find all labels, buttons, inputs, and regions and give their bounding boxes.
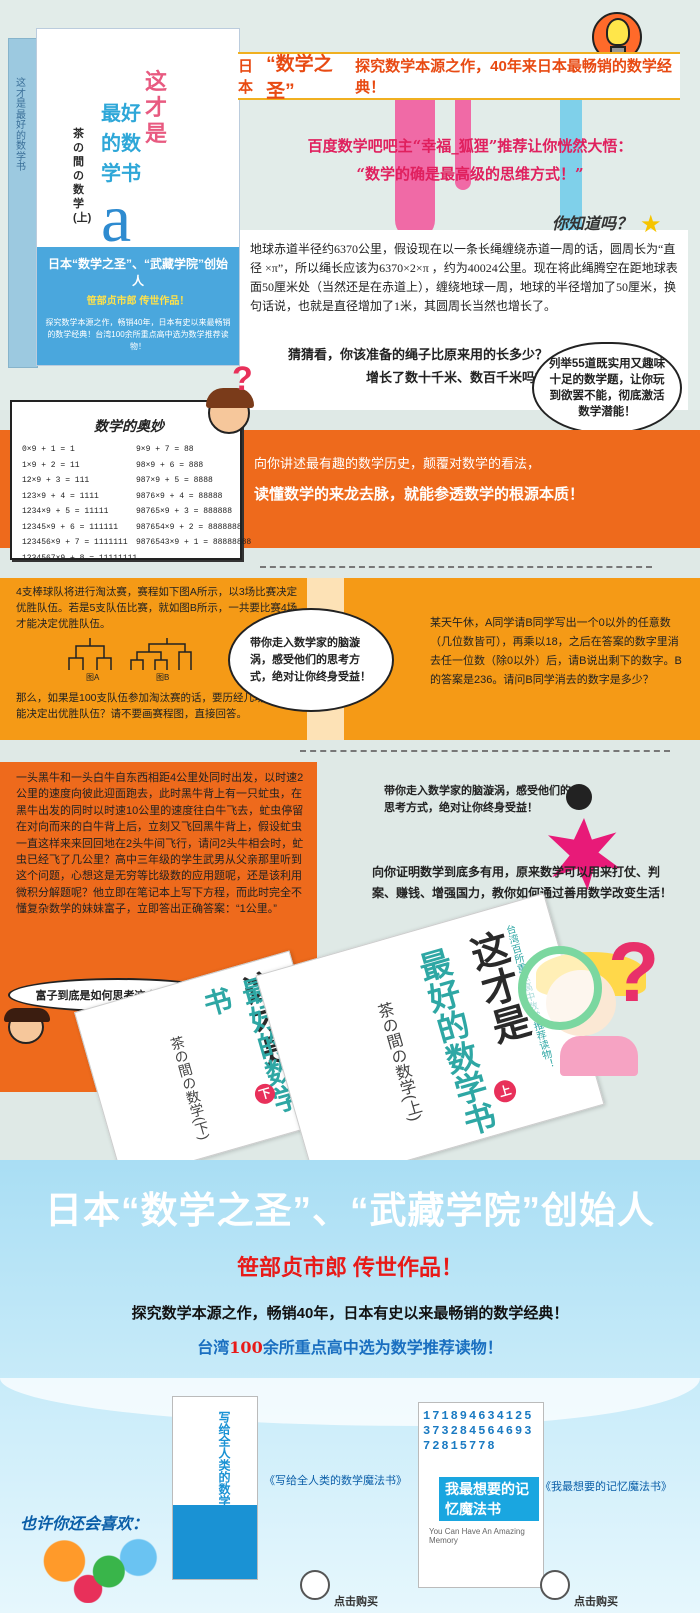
book-letter-a: a <box>101 180 132 256</box>
math-magic-right-column: 9×9 + 7 = 88 98×9 + 6 = 888 987×9 + 5 = … <box>136 445 252 547</box>
recommended-book-2-digits: 17189463412537328456469372815778 <box>423 1409 534 1453</box>
magnifier-icon <box>518 946 602 1030</box>
digit-puzzle-text: 某天午休，A同学请B同学写出一个0以外的任意数（几位数皆可），再乘以18，之后在… <box>430 617 682 686</box>
taiwan-prefix: 台湾 <box>197 1338 230 1357</box>
book-subtitle: 茶の間の数学(上) <box>373 1000 424 1124</box>
taiwan-count: 100 <box>229 1338 263 1357</box>
book-cover-main[interactable]: 这才是最好的数学书 这才是 最好的数学书 茶の間の数学(上) a 日本“数学之圣… <box>8 28 240 368</box>
recommended-book-2-english: You Can Have An Amazing Memory <box>429 1527 525 1545</box>
girl-avatar-icon <box>4 1008 50 1044</box>
book-band-line2: 笹部贞市郎 传世作品！ <box>86 296 190 307</box>
recommended-book-2-link[interactable]: 《我最想要的记忆魔法书》 <box>540 1481 672 1493</box>
book-title-pink: 这才是 <box>145 69 168 146</box>
paint-splash-icon <box>20 1533 168 1603</box>
book-band-line3: 探究数学本源之作，畅销40年，日本有史以来最畅销的数学经典！台湾100余所重点高… <box>45 318 231 351</box>
bomb-icon <box>566 784 592 810</box>
author-name: 笹部贞市郎 传世作品！ <box>236 1255 464 1280</box>
header-ribbon: 日本 “数学之圣” 探究数学本源之作，40年来日本最畅销的数学经典！ <box>238 52 680 102</box>
recommended-book-1-band <box>173 1505 257 1579</box>
bracket-label-b: 图B <box>156 673 170 682</box>
digit-puzzle-panel <box>344 578 700 740</box>
math-magic-left-column: 0×9 + 1 = 1 1×9 + 2 = 11 12×9 + 3 = 111 … <box>22 445 138 563</box>
question-line1: 猜猜看，你该准备的绳子比原来用的长多少？ <box>287 347 548 362</box>
book-band: 日本“数学之圣”、“武藏学院”创始人 笹部贞市郎 传世作品！ 探究数学本源之作，… <box>37 247 239 365</box>
thinking-text: 带你走入数学家的脑漩涡，感受他们的思考方式，绝对让你终身受益！ <box>384 785 571 814</box>
book-subtitle: 茶の間の数学(下) <box>167 1034 213 1142</box>
book-subtitle: 茶の間の数学(上) <box>73 128 92 224</box>
recommended-book-1-link[interactable]: 《写给全人类的数学魔法书》 <box>264 1475 407 1487</box>
boy-avatar-icon <box>206 388 254 434</box>
also-like-heading: 也许你还会喜欢： <box>20 1516 149 1533</box>
math-magic-title: 数学的奥妙 <box>94 418 164 434</box>
girl-dress <box>560 1036 638 1076</box>
cow-fly-problem: 一头黑牛和一头白牛自东西相距4公里处同时出发，以时速2公里的速度向彼此迎面跑去，… <box>16 772 304 916</box>
bracket-diagram-b <box>130 638 192 670</box>
history-line1: 向你讲述最有趣的数学历史，颠覆对数学的看法， <box>254 456 541 471</box>
thought-cloud: 带你走入数学家的脑漩涡，感受他们的思考方式，绝对让你终身受益！ <box>228 608 394 712</box>
ribbon-prefix: 日本 <box>238 58 254 96</box>
dashed-divider <box>300 750 670 752</box>
pointer-hand-icon <box>540 1570 570 1600</box>
slogan-line1: 百度数学吧吧主“幸福_狐狸”推荐让你恍然大悟： <box>307 137 633 155</box>
math-magic-card: 数学的奥妙 0×9 + 1 = 1 1×9 + 2 = 11 12×9 + 3 … <box>10 400 251 563</box>
baseball-problem-top: 4支棒球队将进行淘汰赛，赛程如下图A所示，以3场比赛决定优胜队伍。若是5支队伍比… <box>16 586 298 630</box>
recommended-book-1-cover[interactable]: 写给全人类的数学魔法书 <box>172 1396 258 1580</box>
book-spine: 这才是最好的数学书 <box>8 38 38 368</box>
bracket-diagram-a <box>68 638 112 670</box>
history-line2: 读懂数学的来龙去脉，就能参透数学的根源本质！ <box>254 486 585 503</box>
ribbon-suffix: 探究数学本源之作，40年来日本最畅销的数学经典！ <box>355 58 672 96</box>
did-you-know-text: 地球赤道半径约6370公里，假设现在以一条长绳缠绕赤道一周的话，圆周长为“直径 … <box>250 242 678 313</box>
recommend-slogan: 百度数学吧吧主“幸福_狐狸”推荐让你恍然大悟： “数学的确是最高级的思维方式！” <box>250 132 690 188</box>
did-you-know-question: 猜猜看，你该准备的绳子比原来用的长多少？ 增长了数十千米、数百千米吗？ <box>258 343 548 389</box>
book-band-line1: 日本“数学之圣”、“武藏学院”创始人 <box>47 257 228 288</box>
recommended-book-2-cover[interactable]: 17189463412537328456469372815778 我最想要的记忆… <box>418 1402 544 1588</box>
book-front: 这才是 最好的数学书 茶の間の数学(上) a 日本“数学之圣”、“武藏学院”创始… <box>36 28 240 366</box>
slogan-line2: “数学的确是最高级的思维方式！” <box>356 165 584 183</box>
buy-button-1[interactable]: 点击购买 <box>334 1596 378 1608</box>
question-line2: 增长了数十千米、数百千米吗？ <box>365 370 548 385</box>
author-tagline: 探究数学本源之作，畅销40年，日本有史以来最畅销的数学经典！ <box>131 1305 569 1322</box>
question-mark-icon: ? <box>232 360 253 398</box>
dashed-divider <box>260 566 652 568</box>
buy-button-2[interactable]: 点击购买 <box>574 1596 618 1608</box>
baseball-problem-bottom: 那么，如果是100支队伍参加淘汰赛的话，要历经几场比赛才能决定出优胜队伍？请不要… <box>16 692 297 720</box>
speech-bubble-55: 列举55道既实用又趣味十足的数学题，让你玩到欲罢不能，彻底激活数学潜能！ <box>532 342 682 434</box>
question-mark-icon: ? <box>608 925 660 1019</box>
did-you-know-title: 你知道吗？ <box>552 216 633 233</box>
ribbon-highlight: “数学之圣” <box>266 54 333 102</box>
pointer-hand-icon <box>300 1570 330 1600</box>
book-spine-title: 这才是最好的数学书 <box>16 78 26 173</box>
paint-drip <box>560 100 582 250</box>
paint-drip <box>455 100 471 190</box>
usefulness-text: 向你证明数学到底多有用，原来数学可以用来打仗、判案、赚钱、增强国力，教你如何通过… <box>372 865 673 900</box>
star-icon: ★ <box>640 211 662 238</box>
history-text: 向你讲述最有趣的数学历史，颠覆对数学的看法， 读懂数学的来龙去脉，就能参透数学的… <box>254 453 694 504</box>
author-heading: 日本“数学之圣”、“武藏学院”创始人 <box>45 1190 655 1231</box>
book-title-blue: 最好的数学书 <box>101 103 141 185</box>
taiwan-recommend: 台湾100余所重点高中选为数学推荐读物！ <box>0 1334 700 1358</box>
taiwan-suffix: 余所重点高中选为数学推荐读物！ <box>262 1338 503 1357</box>
recommended-book-2-title: 我最想要的记忆魔法书 <box>439 1477 539 1521</box>
bracket-label-a: 图A <box>86 673 100 682</box>
paint-drip <box>395 100 435 240</box>
